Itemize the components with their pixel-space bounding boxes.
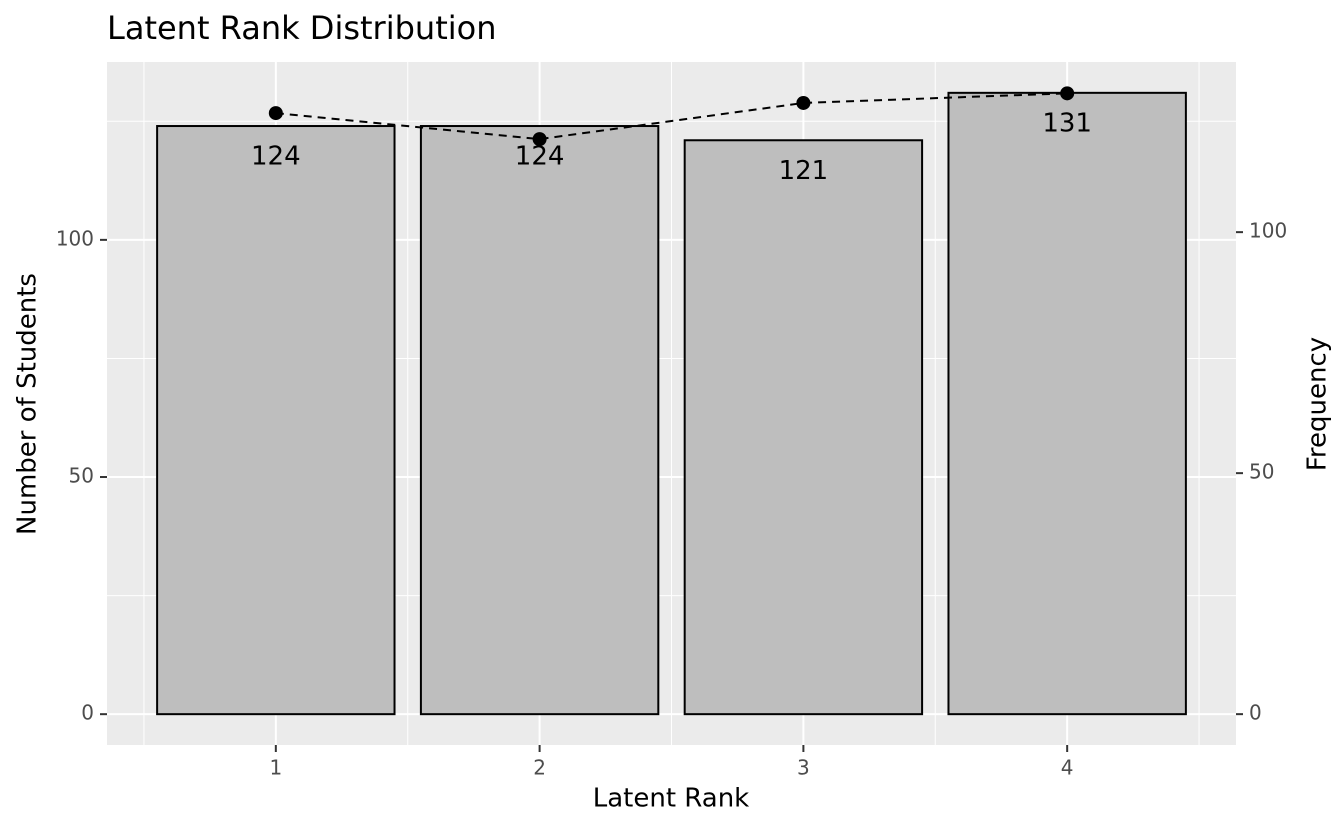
point <box>1060 86 1075 101</box>
x-tick-label: 2 <box>533 756 546 780</box>
y-axis-title: Number of Students <box>13 273 43 535</box>
chart-title: Latent Rank Distribution <box>107 9 496 47</box>
data-label: 121 <box>779 156 829 186</box>
x-tick-label: 3 <box>797 756 810 780</box>
y2-axis-title: Frequency <box>1303 337 1333 471</box>
bar <box>947 91 1187 716</box>
bar <box>156 125 396 716</box>
point <box>268 106 283 121</box>
data-label: 131 <box>1042 108 1092 138</box>
x-axis-title: Latent Rank <box>593 784 750 814</box>
line <box>275 92 1068 141</box>
y2-tick-label: 100 <box>1249 219 1287 243</box>
bar <box>419 125 660 716</box>
point <box>532 132 547 147</box>
data-label: 124 <box>515 142 565 172</box>
y-tick-label: 0 <box>81 701 94 725</box>
x-tick-label: 1 <box>269 756 282 780</box>
point <box>796 95 811 110</box>
x-tick-label: 4 <box>1061 756 1074 780</box>
y2-tick-label: 0 <box>1249 701 1262 725</box>
y2-tick-label: 50 <box>1249 460 1274 484</box>
y-tick-label: 50 <box>69 464 94 488</box>
data-label: 124 <box>251 142 301 172</box>
y-tick-label: 100 <box>56 226 94 250</box>
bar <box>683 139 924 716</box>
